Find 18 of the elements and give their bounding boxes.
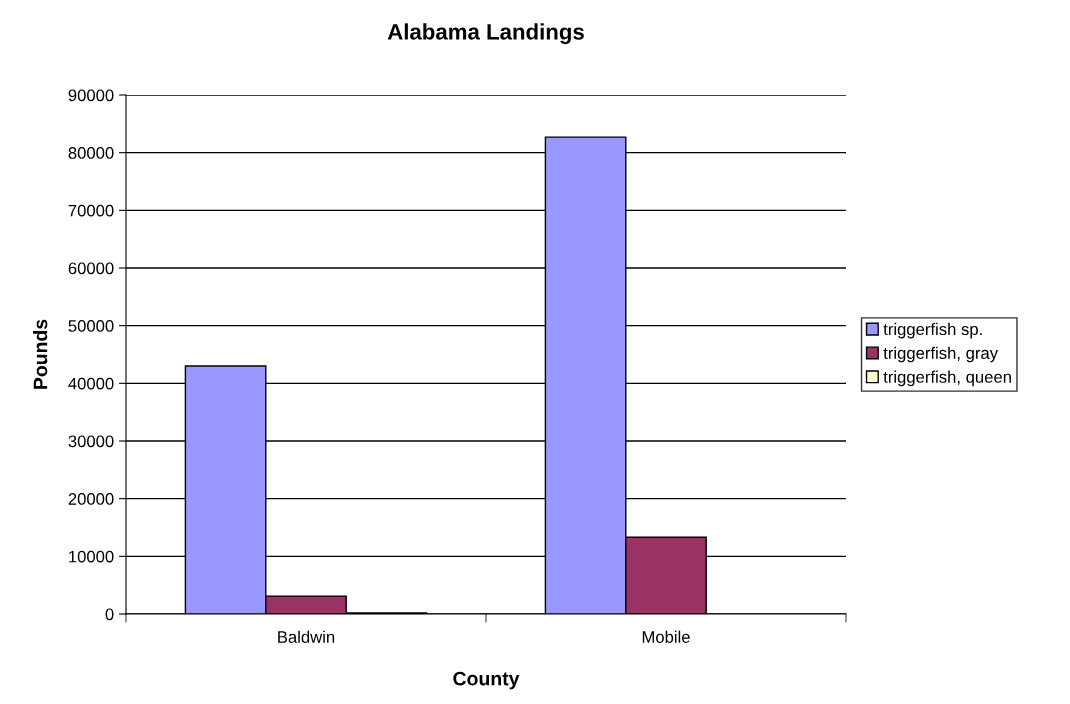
y-tick-label: 60000 (68, 262, 114, 275)
y-tick-label: 70000 (68, 204, 114, 217)
y-tick-label: 10000 (69, 550, 114, 563)
chart-title: Alabama Landings (387, 23, 584, 45)
legend-label: triggerfish sp. (883, 322, 982, 339)
y-tick-label: 20000 (68, 493, 114, 505)
y-tick-label: 90000 (68, 89, 114, 102)
y-tick-label: 40000 (68, 377, 114, 390)
legend-label: triggerfish, queen (883, 370, 1011, 387)
x-tick-label: Baldwin (278, 630, 335, 643)
y-tick-label: 50000 (68, 320, 114, 332)
y-tick-label: 0 (105, 608, 114, 621)
legend-label: triggerfish, gray (883, 346, 999, 363)
y-tick-label: 80000 (68, 147, 114, 159)
x-tick-label: Mobile (642, 630, 690, 643)
y-tick-label: 30000 (68, 435, 114, 448)
y-axis-title: Pounds (33, 319, 48, 389)
x-axis-title: County (453, 671, 520, 690)
